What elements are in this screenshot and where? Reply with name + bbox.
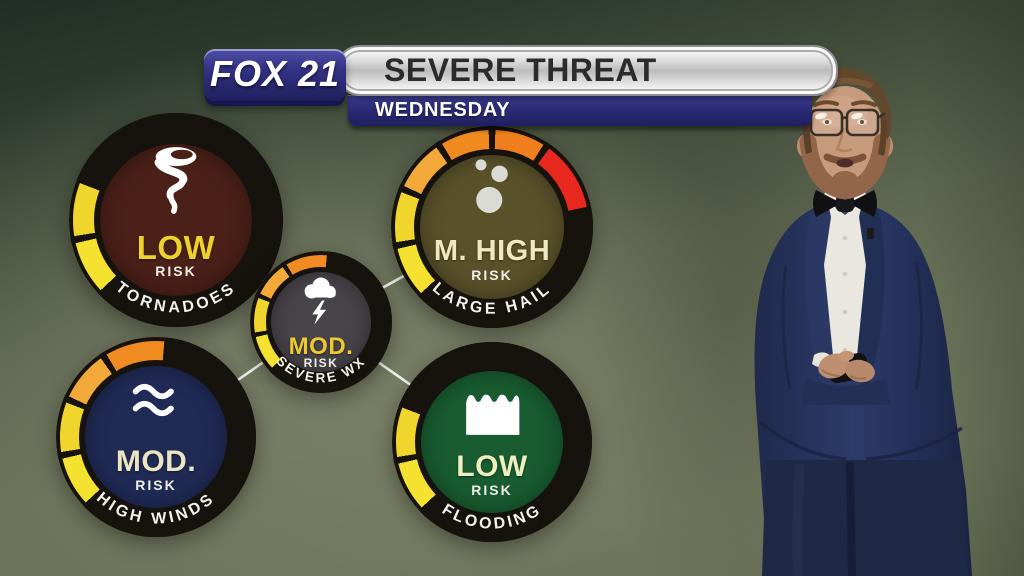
hailstones-icon bbox=[475, 159, 508, 214]
suit-pants bbox=[762, 460, 968, 576]
lapel-mic-icon bbox=[867, 228, 874, 239]
risk-word: RISK bbox=[135, 477, 177, 493]
dress-shirt bbox=[819, 200, 871, 378]
gauge-high-winds: MOD. RISK HIGH WINDS bbox=[56, 337, 256, 537]
beard bbox=[799, 133, 891, 200]
weather-presenter bbox=[754, 68, 972, 576]
storm-cloud-lightning-icon bbox=[304, 277, 336, 325]
gauge-face bbox=[421, 371, 563, 513]
risk-word: RISK bbox=[471, 267, 513, 284]
gauge-face bbox=[85, 366, 227, 508]
gauge-large-hail: M. HIGH RISK LARGE HAIL bbox=[391, 126, 593, 328]
gauge-tornadoes: LOW RISK TORNADOES bbox=[69, 113, 283, 327]
risk-level: MOD. bbox=[288, 333, 354, 361]
risk-word: RISK bbox=[471, 482, 513, 498]
wind-waves-icon bbox=[132, 383, 174, 417]
glasses-icon bbox=[803, 108, 886, 137]
risk-word: RISK bbox=[303, 356, 339, 371]
risk-level: M. HIGH bbox=[433, 235, 551, 268]
risk-level: MOD. bbox=[115, 445, 197, 478]
tornado-icon bbox=[154, 147, 197, 215]
risk-word: RISK bbox=[155, 262, 197, 279]
flood-water-icon bbox=[466, 394, 520, 435]
risk-level: LOW bbox=[136, 228, 216, 266]
header-banner-group: WEDNESDAY SEVERE THREAT FOX 21 bbox=[0, 0, 1024, 140]
gauge-severe-wx: MOD. RISK SEVERE WX bbox=[250, 251, 392, 393]
gauge-flooding: LOW RISK FLOODING bbox=[392, 342, 592, 542]
risk-level: LOW bbox=[456, 450, 528, 483]
banner-subtitle-bar: WEDNESDAY bbox=[348, 95, 812, 126]
station-logo: FOX 21 bbox=[204, 49, 346, 101]
gauge-face bbox=[420, 155, 564, 299]
banner-title: SEVERE THREAT bbox=[336, 45, 838, 96]
